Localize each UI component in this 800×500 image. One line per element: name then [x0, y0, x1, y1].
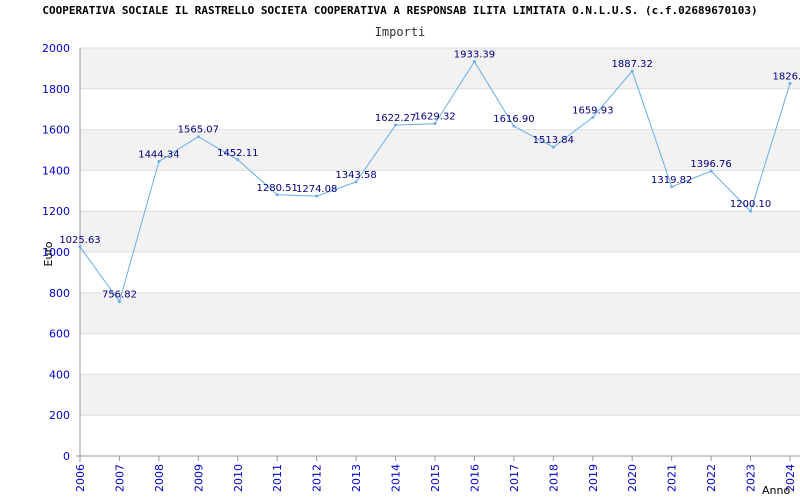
data-label: 1659.93	[572, 105, 613, 116]
data-label: 1444.34	[138, 149, 179, 160]
data-point	[709, 169, 713, 173]
x-tick-label: 2019	[587, 464, 600, 492]
y-tick-label: 0	[63, 450, 70, 463]
x-tick-label: 2024	[784, 464, 797, 492]
data-point	[472, 60, 476, 64]
data-point	[315, 194, 319, 198]
x-tick-label: 2015	[429, 464, 442, 492]
y-tick-label: 1600	[42, 124, 70, 137]
x-tick-labels: 2006 2007 2008 2009 2010 2011 2012 2013 2014 2015…	[74, 464, 797, 492]
data-point	[591, 115, 595, 119]
x-axis-title: Anno	[762, 484, 790, 497]
y-tick-label: 400	[49, 368, 70, 381]
data-label: 1280.51	[257, 183, 298, 194]
y-tick-label: 1800	[42, 83, 70, 96]
data-label: 1629.32	[414, 112, 455, 123]
x-tick-label: 2017	[508, 464, 521, 492]
data-point	[236, 158, 240, 162]
plot-band	[80, 48, 800, 89]
chart-title: COOPERATIVA SOCIALE IL RASTRELLO SOCIETA…	[42, 4, 758, 17]
data-label: 1826.8	[773, 71, 800, 82]
x-tick-label: 2023	[745, 464, 758, 492]
x-tick-label: 2014	[390, 464, 403, 492]
data-point	[196, 135, 200, 139]
data-label: 1200.10	[730, 199, 771, 210]
data-point	[749, 209, 753, 213]
data-point	[394, 123, 398, 127]
data-label: 1933.39	[454, 50, 495, 61]
data-label: 1513.84	[533, 135, 574, 146]
y-tick-label: 200	[49, 409, 70, 422]
data-label: 1343.58	[335, 170, 376, 181]
axis-titles: Euro Anno	[42, 241, 790, 497]
x-tick-label: 2022	[705, 464, 718, 492]
data-label: 1025.63	[59, 235, 100, 246]
x-tick-label: 2021	[666, 464, 679, 492]
x-tick-label: 2012	[311, 464, 324, 492]
data-point	[512, 124, 516, 128]
data-label: 1565.07	[178, 125, 219, 136]
data-point	[551, 145, 555, 149]
data-point	[157, 159, 161, 163]
x-tick-label: 2020	[626, 464, 639, 492]
x-tick-label: 2016	[468, 464, 481, 492]
data-point	[275, 193, 279, 197]
y-tick-label: 2000	[42, 42, 70, 55]
data-label: 1452.11	[217, 148, 258, 159]
chart-subtitle: Importi	[374, 25, 426, 39]
data-point	[354, 180, 358, 184]
y-tick-label: 1200	[42, 205, 70, 218]
x-tick-label: 2007	[113, 464, 126, 492]
series-group	[78, 60, 792, 304]
data-labels: 1025.63 756.82 1444.34 1565.07 1452.11 1280.5…	[59, 50, 800, 301]
x-tick-label: 2011	[271, 464, 284, 492]
y-tick-label: 1000	[42, 246, 70, 259]
data-point	[117, 300, 121, 304]
x-tick-label: 2010	[232, 464, 245, 492]
y-tick-label: 600	[49, 328, 70, 341]
data-label: 1274.08	[296, 184, 337, 195]
y-tick-label: 1400	[42, 164, 70, 177]
plot-band	[80, 374, 800, 416]
plot-bands	[80, 48, 800, 416]
x-tick-label: 2018	[547, 464, 560, 492]
data-label: 1622.27	[375, 113, 416, 124]
grid-lines	[80, 47, 800, 457]
plot-band	[80, 211, 800, 252]
x-tick-label: 2013	[350, 464, 363, 492]
data-label: 756.82	[102, 290, 137, 301]
data-point	[433, 122, 437, 126]
data-label: 1319.82	[651, 175, 692, 186]
plot-band	[80, 129, 800, 171]
y-tick-label: 800	[49, 287, 70, 300]
axes	[76, 48, 800, 462]
data-point	[670, 185, 674, 189]
x-tick-label: 2006	[74, 464, 87, 492]
data-label: 1887.32	[612, 59, 653, 70]
data-point	[788, 81, 792, 85]
plot-band	[80, 292, 800, 334]
data-point	[78, 245, 82, 249]
x-tick-label: 2009	[192, 464, 205, 492]
data-point	[630, 69, 634, 73]
y-axis-title: Euro	[42, 241, 55, 266]
data-label: 1396.76	[690, 159, 731, 170]
y-tick-labels: 0 200 400 600 800 1000 1200 1400 1600 1800 2000	[42, 42, 70, 463]
x-tick-label: 2008	[153, 464, 166, 492]
data-label: 1616.90	[493, 114, 534, 125]
